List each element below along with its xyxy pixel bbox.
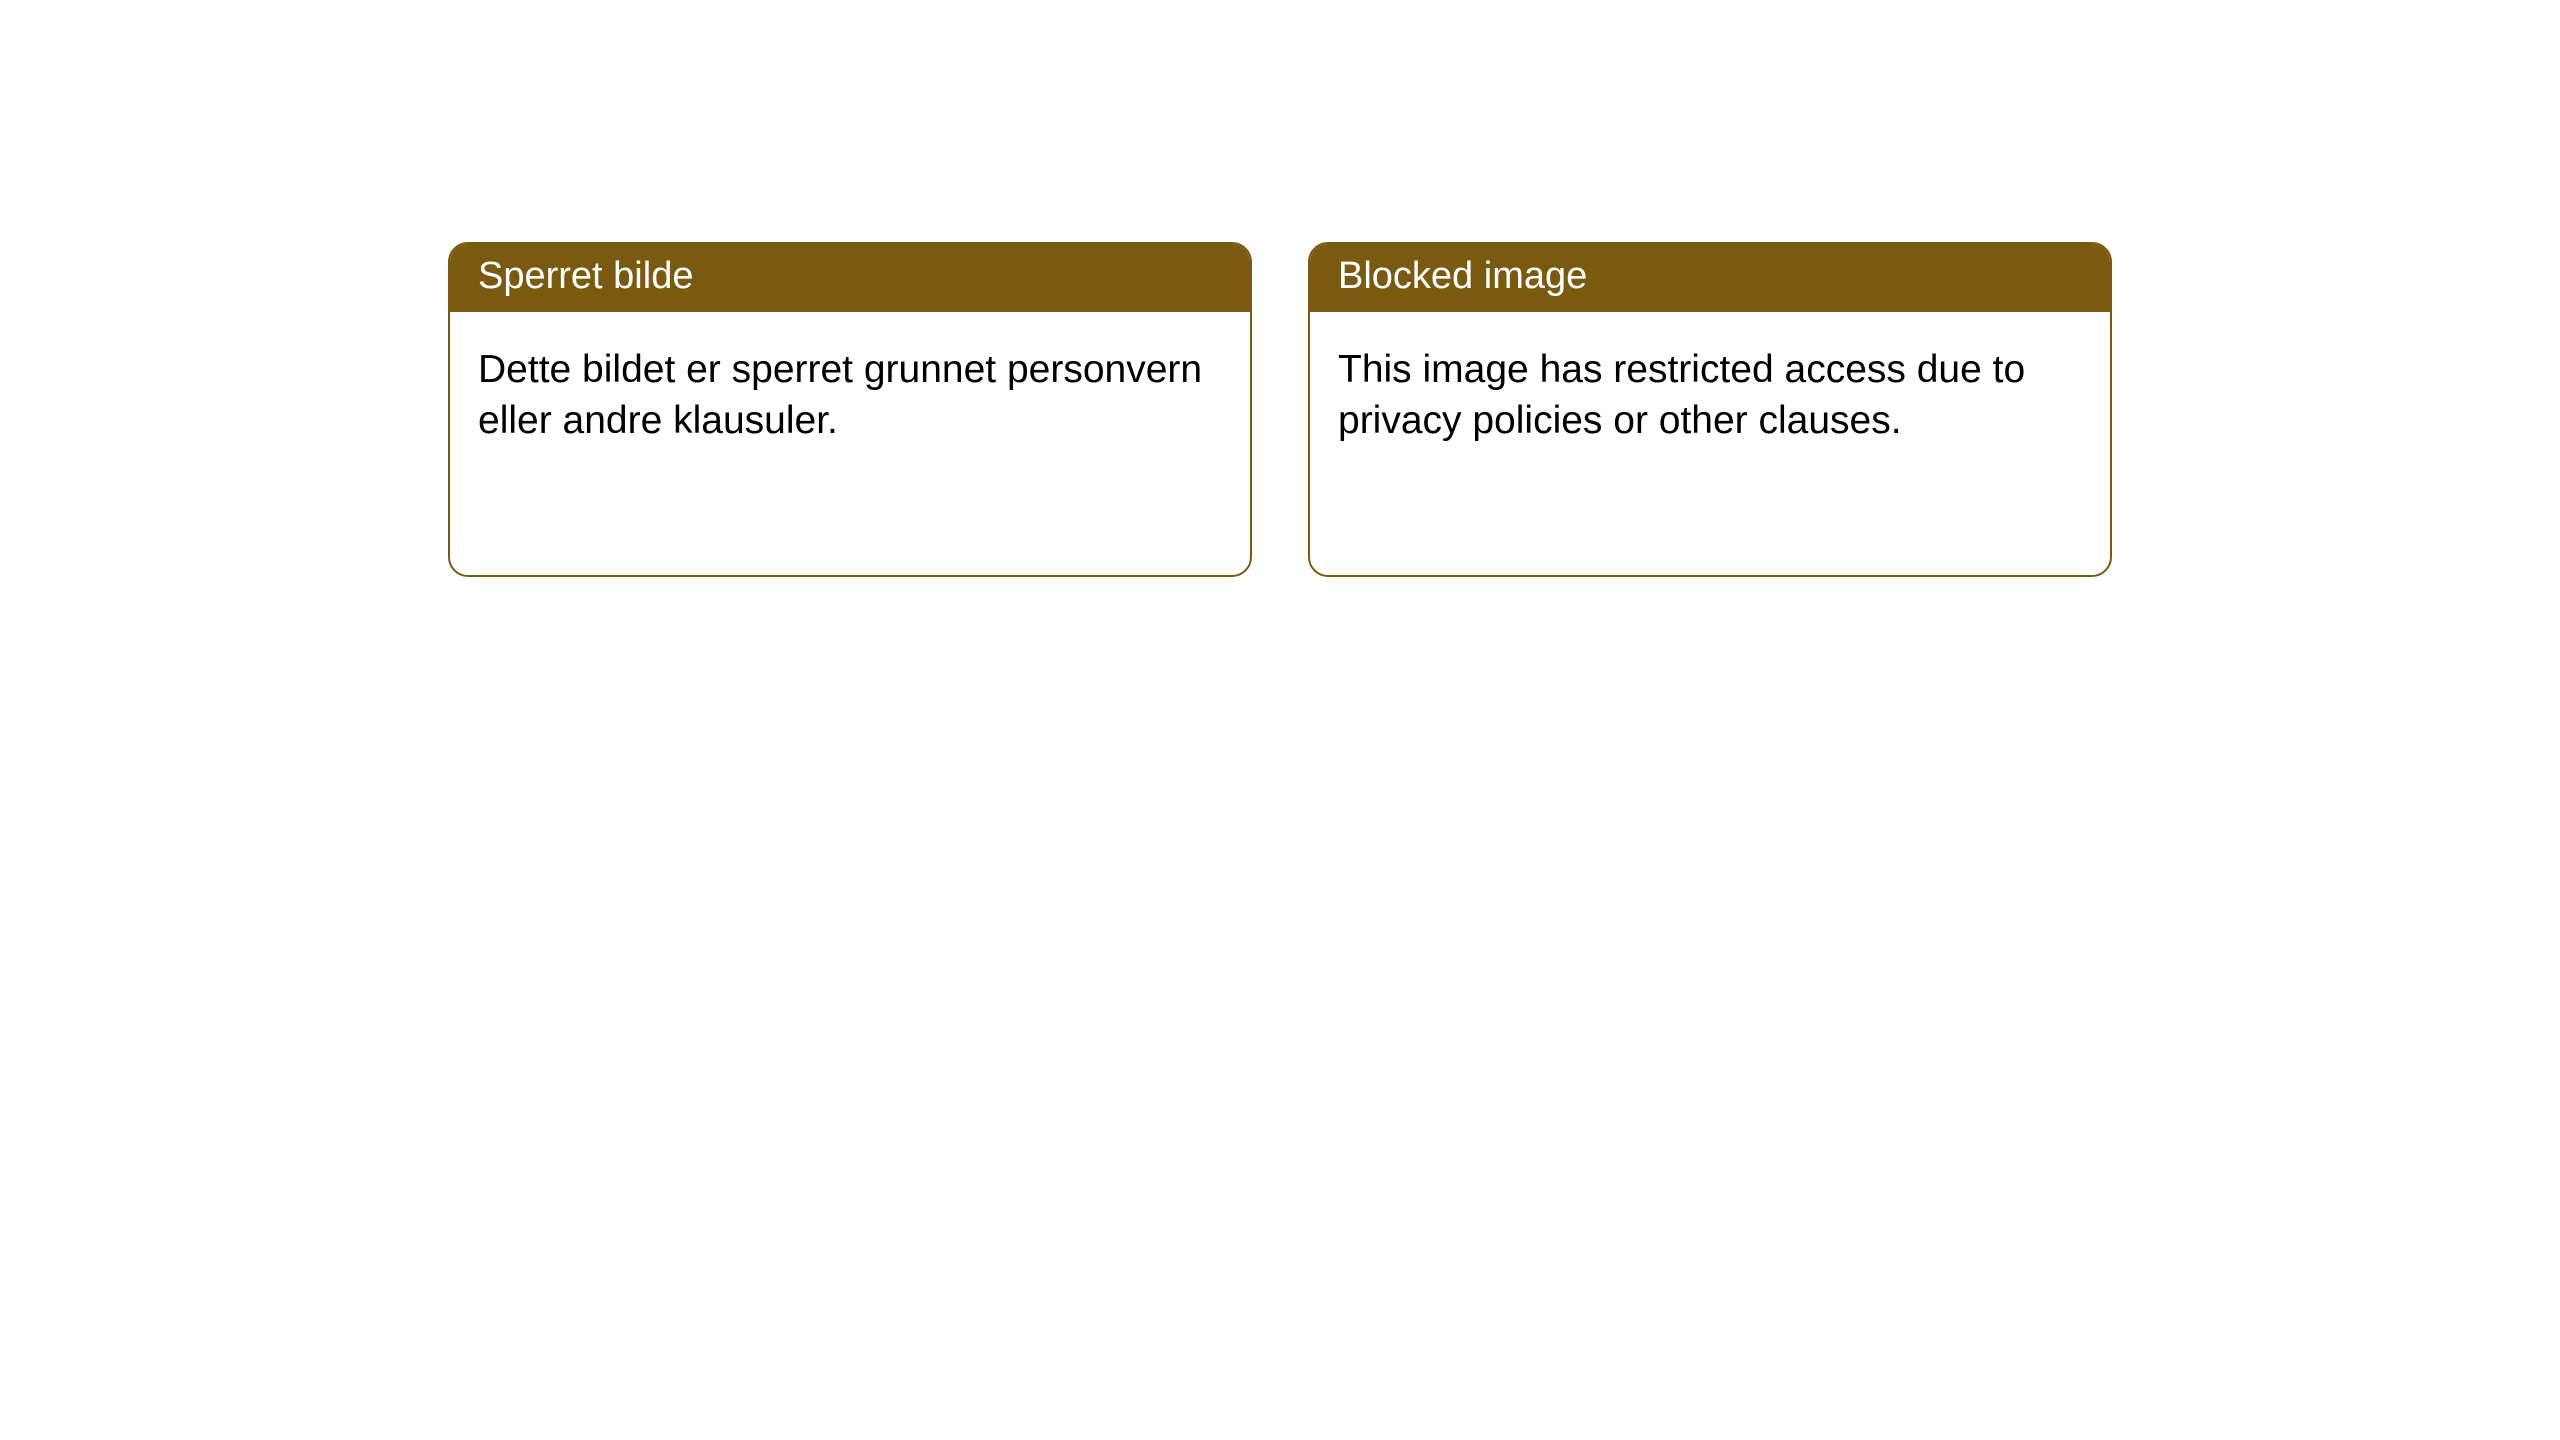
notice-card-no: Sperret bilde Dette bildet er sperret gr… xyxy=(448,242,1252,577)
notice-body-no: Dette bildet er sperret grunnet personve… xyxy=(450,312,1250,480)
notice-container: Sperret bilde Dette bildet er sperret gr… xyxy=(0,0,2560,577)
notice-title-en: Blocked image xyxy=(1310,244,2110,312)
notice-card-en: Blocked image This image has restricted … xyxy=(1308,242,2112,577)
notice-title-no: Sperret bilde xyxy=(450,244,1250,312)
notice-body-en: This image has restricted access due to … xyxy=(1310,312,2110,480)
